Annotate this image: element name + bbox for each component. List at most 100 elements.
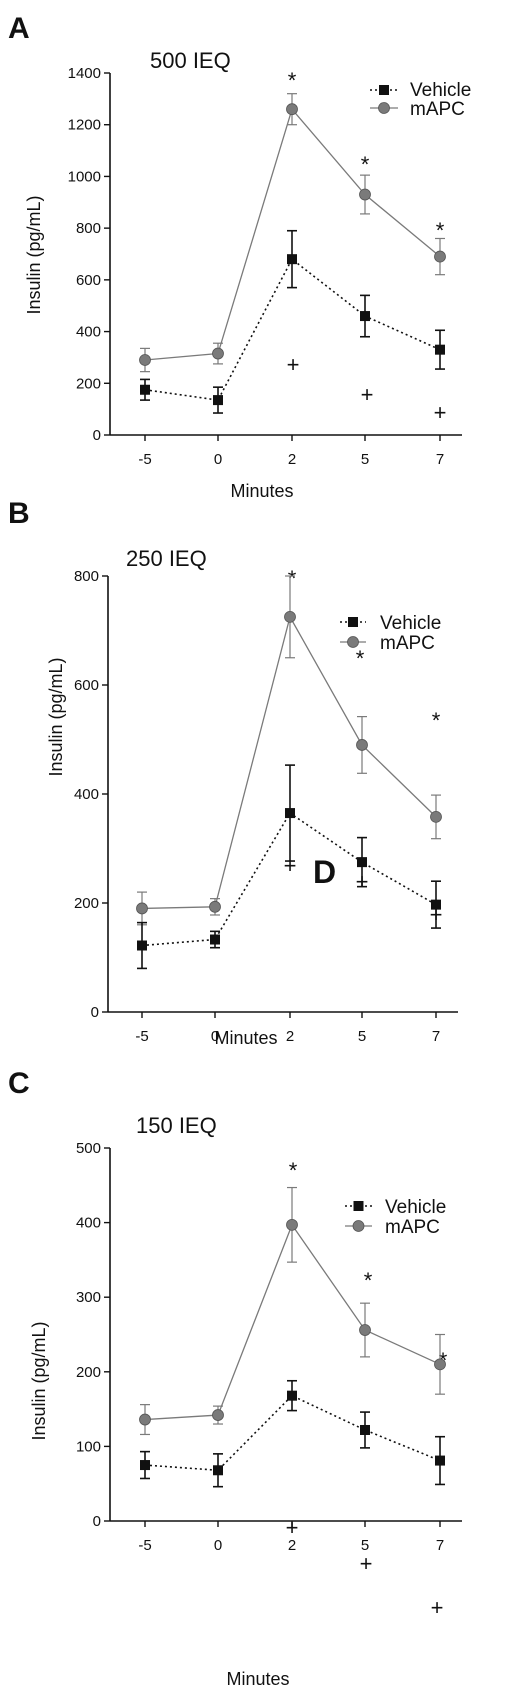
data-point-vehicle	[140, 384, 150, 395]
x-tick-label: 5	[358, 1028, 366, 1045]
significance-plus: +	[431, 1595, 444, 1620]
stray-letter-d: D	[313, 854, 336, 890]
significance-star: *	[288, 566, 297, 591]
y-tick-label: 200	[76, 1364, 101, 1381]
legend-marker-mapc	[347, 636, 359, 648]
panel-letter: B	[8, 497, 30, 530]
data-point-vehicle	[287, 254, 297, 265]
data-point-mapc	[212, 347, 224, 360]
data-point-mapc	[284, 610, 296, 623]
x-axis-title: Minutes	[226, 1669, 289, 1689]
x-tick-label: -5	[135, 1028, 148, 1045]
panel-b: B 250 IEQ Minutes Insulin (pg/mL) D * * …	[8, 497, 458, 1048]
data-point-mapc	[430, 810, 442, 823]
x-tick-label: 7	[436, 451, 444, 468]
significance-star: *	[364, 1268, 373, 1293]
y-tick-label: 300	[76, 1289, 101, 1306]
data-point-vehicle	[287, 1390, 297, 1401]
legend-marker-mapc	[352, 1220, 365, 1232]
data-point-mapc	[212, 1409, 224, 1421]
panel-a: A 500 IEQ Minutes Insulin (pg/mL) * * * …	[8, 12, 471, 501]
data-point-mapc	[434, 1358, 446, 1371]
significance-star: *	[361, 152, 370, 177]
x-tick-label: 0	[214, 451, 222, 468]
data-point-vehicle	[140, 1460, 150, 1471]
panel-title: 150 IEQ	[136, 1113, 217, 1138]
y-tick-label: 400	[76, 324, 101, 341]
data-point-vehicle	[213, 1465, 223, 1476]
y-tick-label: 600	[76, 272, 101, 289]
y-tick-label: 200	[74, 895, 99, 912]
x-axis-title: Minutes	[214, 1028, 277, 1048]
significance-star: *	[289, 1158, 298, 1183]
x-tick-label: 7	[432, 1028, 440, 1045]
x-axis-title: Minutes	[230, 481, 293, 501]
data-point-vehicle	[360, 1424, 370, 1435]
data-point-mapc	[139, 354, 151, 366]
legend-label-vehicle: Vehicle	[380, 613, 441, 634]
significance-star: *	[288, 68, 297, 93]
data-point-vehicle	[285, 808, 295, 819]
x-tick-label: 2	[288, 1537, 296, 1554]
y-tick-label: 1000	[68, 168, 101, 185]
y-tick-label: 0	[93, 427, 101, 444]
series-line-vehicle	[141, 811, 437, 947]
data-point-vehicle	[435, 344, 445, 355]
data-point-vehicle	[137, 940, 147, 951]
significance-plus: +	[360, 1551, 373, 1576]
y-axis-title: Insulin (pg/mL)	[46, 657, 66, 776]
data-point-vehicle	[360, 311, 370, 322]
panel-title: 250 IEQ	[126, 546, 207, 571]
data-point-vehicle	[213, 395, 223, 406]
data-point-mapc	[286, 1218, 298, 1231]
data-point-vehicle	[431, 899, 441, 910]
significance-star: *	[356, 646, 365, 671]
x-tick-label: 2	[288, 451, 296, 468]
x-tick-label: 5	[361, 1537, 369, 1554]
legend-marker-vehicle	[348, 617, 358, 627]
y-tick-label: 0	[93, 1513, 101, 1530]
data-point-mapc	[286, 103, 298, 116]
y-tick-label: 500	[76, 1140, 101, 1157]
legend-label-vehicle: Vehicle	[410, 80, 471, 101]
y-tick-label: 1400	[68, 65, 101, 82]
x-tick-label: -5	[138, 451, 151, 468]
data-point-mapc	[209, 900, 221, 913]
significance-star: *	[436, 218, 445, 243]
data-point-vehicle	[210, 934, 220, 945]
data-point-vehicle	[435, 1455, 445, 1466]
legend-marker-vehicle	[353, 1201, 364, 1211]
significance-plus: +	[361, 382, 374, 407]
x-tick-label: 0	[214, 1537, 222, 1554]
x-tick-label: 7	[436, 1537, 444, 1554]
series-line-vehicle	[144, 1394, 441, 1472]
legend-label-mapc: mAPC	[410, 99, 465, 120]
y-tick-label: 400	[76, 1215, 101, 1232]
data-point-mapc	[434, 250, 446, 263]
x-tick-label: -5	[138, 1537, 151, 1554]
x-tick-label: 0	[211, 1028, 219, 1045]
panel-letter: C	[8, 1067, 30, 1100]
panel-letter: A	[8, 12, 30, 45]
data-point-mapc	[356, 739, 368, 751]
data-point-mapc	[359, 188, 371, 201]
y-tick-label: 600	[74, 677, 99, 694]
data-point-mapc	[136, 902, 148, 915]
y-tick-label: 200	[76, 375, 101, 392]
panel-c: C 150 IEQ Minutes Insulin (pg/mL) * * * …	[8, 1067, 462, 1689]
legend-marker-mapc	[378, 102, 390, 114]
y-tick-label: 400	[74, 786, 99, 803]
y-axis-title: Insulin (pg/mL)	[24, 195, 44, 314]
y-axis-title: Insulin (pg/mL)	[29, 1321, 49, 1440]
legend-label-mapc: mAPC	[380, 633, 435, 654]
legend-label-mapc: mAPC	[385, 1217, 440, 1238]
legend-marker-vehicle	[379, 85, 389, 95]
significance-plus: +	[284, 853, 297, 878]
y-tick-label: 100	[76, 1438, 101, 1455]
y-tick-label: 1200	[68, 117, 101, 134]
data-point-mapc	[139, 1413, 151, 1426]
significance-plus: +	[434, 400, 447, 425]
data-point-vehicle	[357, 857, 367, 868]
